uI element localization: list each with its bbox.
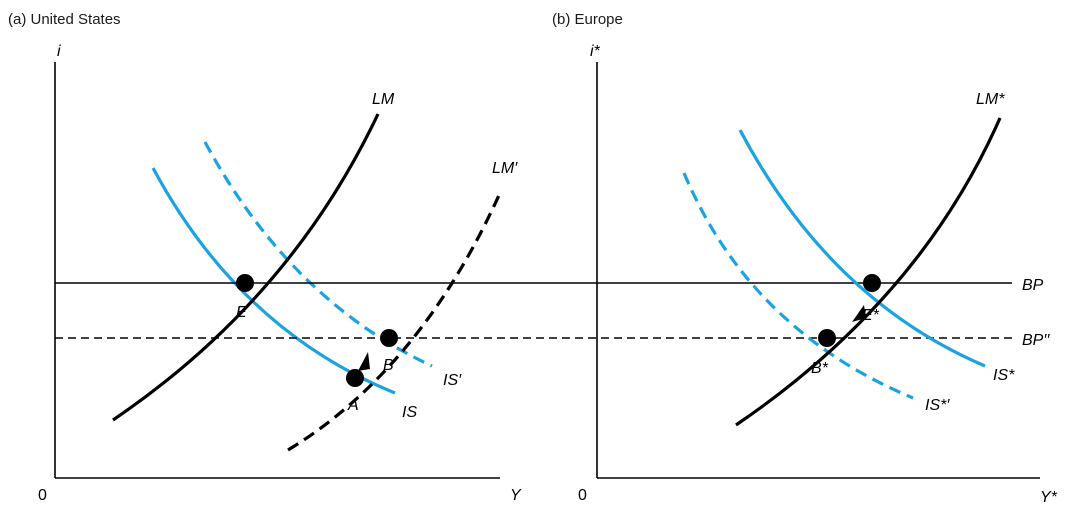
eu-is-star-prime-label: IS*′ — [925, 397, 950, 414]
us-shift-arrow — [358, 352, 370, 371]
us-origin-label: 0 — [38, 487, 47, 504]
eu-is-star-curve — [738, 129, 986, 368]
eu-origin-label: 0 — [578, 487, 587, 504]
us-point-b-label: B — [383, 357, 394, 374]
us-point-a — [346, 369, 364, 387]
eu-is-star-prime-curve — [682, 172, 914, 400]
us-y-axis-label: i — [57, 43, 61, 60]
us-is-curve — [151, 167, 396, 395]
eu-point-e-star-label: E* — [862, 307, 880, 324]
us-point-b — [380, 329, 398, 347]
us-point-a-label: A — [347, 397, 359, 414]
us-lm-prime-curve — [287, 192, 502, 452]
us-lm-curve — [112, 113, 380, 422]
us-is-label: IS — [402, 404, 417, 421]
eu-lm-star-curve — [735, 117, 1002, 427]
panel-a-title: (a) United States — [8, 11, 121, 28]
panel-europe: i* Y* 0 E* B* LM* IS* IS*′ — [578, 43, 1058, 506]
us-lm-label: LM — [372, 91, 395, 108]
eu-point-b-star-label: B* — [811, 360, 829, 377]
eu-shift-arrow — [852, 305, 866, 322]
eu-x-axis-label: Y* — [1040, 489, 1058, 506]
panel-us: i Y 0 E B A LM LM′ IS′ IS — [38, 43, 522, 504]
us-x-axis-label: Y — [510, 487, 522, 504]
eu-point-b-star — [818, 329, 836, 347]
us-lm-prime-label: LM′ — [492, 160, 518, 177]
us-point-e-label: E — [236, 304, 247, 321]
eu-y-axis-label: i* — [590, 43, 601, 60]
bp-double-prime-label: BP′′ — [1022, 332, 1050, 349]
bp-label: BP — [1022, 277, 1044, 294]
eu-is-star-label: IS* — [993, 367, 1015, 384]
panel-b-title: (b) Europe — [552, 11, 623, 28]
eu-lm-star-label: LM* — [976, 91, 1005, 108]
eu-point-e-star — [863, 274, 881, 292]
us-is-prime-label: IS′ — [443, 372, 462, 389]
us-is-prime-curve — [203, 141, 433, 368]
